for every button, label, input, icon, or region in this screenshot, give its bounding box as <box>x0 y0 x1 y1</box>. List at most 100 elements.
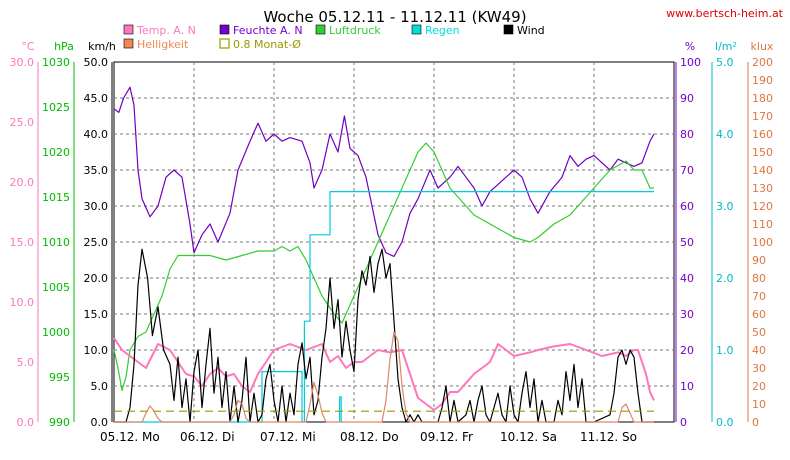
tick-label-lux: 20 <box>752 380 766 393</box>
legend-swatch <box>411 24 422 35</box>
x-tick-label: 09.12. Fr <box>420 430 473 444</box>
plot-area <box>113 61 675 423</box>
tick-label-lux: 120 <box>752 200 773 213</box>
x-tick-label: 07.12. Mi <box>260 430 316 444</box>
plot-frame <box>113 61 675 423</box>
tick-label-temp: 25.0 <box>10 116 35 129</box>
tick-label-pres: 995 <box>49 371 70 384</box>
tick-label-lux: 110 <box>752 218 773 231</box>
tick-label-wind: 20.0 <box>84 272 109 285</box>
x-tick-label: 05.12. Mo <box>100 430 160 444</box>
legend-swatch <box>503 24 514 35</box>
tick-label-hum: 50 <box>680 236 694 249</box>
tick-label-rain: 0.0 <box>716 416 734 429</box>
tick-label-wind: 0.0 <box>91 416 109 429</box>
tick-label-lux: 140 <box>752 164 773 177</box>
tick-label-pres: 1030 <box>42 56 70 69</box>
tick-label-lux: 200 <box>752 56 773 69</box>
watermark: www.bertsch-heim.at <box>666 7 784 20</box>
x-tick-label: 10.12. Sa <box>500 430 557 444</box>
tick-label-hum: 70 <box>680 164 694 177</box>
grid <box>114 62 674 422</box>
tick-label-temp: 30.0 <box>10 56 35 69</box>
tick-label-lux: 30 <box>752 362 766 375</box>
series-regen-spike <box>339 396 342 422</box>
tick-label-lux: 130 <box>752 182 773 195</box>
legend-label: Regen <box>425 24 460 37</box>
tick-label-hum: 60 <box>680 200 694 213</box>
tick-label-wind: 10.0 <box>84 344 109 357</box>
legend-label: Luftdruck <box>329 24 381 37</box>
axis-unit-pres: hPa <box>54 40 74 53</box>
tick-label-temp: 20.0 <box>10 176 35 189</box>
axis-unit-wind: km/h <box>88 40 116 53</box>
tick-label-hum: 40 <box>680 272 694 285</box>
series-temp-a-n <box>113 337 655 411</box>
tick-label-lux: 70 <box>752 290 766 303</box>
tick-label-hum: 30 <box>680 308 694 321</box>
legend-swatch <box>219 24 230 35</box>
series-layer <box>113 86 655 423</box>
tick-label-temp: 5.0 <box>17 356 35 369</box>
x-tick-label: 08.12. Do <box>340 430 399 444</box>
tick-label-hum: 80 <box>680 128 694 141</box>
tick-label-lux: 50 <box>752 326 766 339</box>
legend-label: 0.8 Monat-Ø <box>233 38 301 51</box>
series-regen <box>114 191 654 423</box>
tick-label-pres: 1020 <box>42 146 70 159</box>
legend-label: Feuchte A. N <box>233 24 303 37</box>
tick-label-temp: 0.0 <box>17 416 35 429</box>
tick-label-hum: 100 <box>680 56 701 69</box>
tick-label-wind: 35.0 <box>84 164 109 177</box>
tick-label-lux: 90 <box>752 254 766 267</box>
tick-label-wind: 40.0 <box>84 128 109 141</box>
chart-title: Woche 05.12.11 - 11.12.11 (KW49) <box>263 8 526 26</box>
tick-label-wind: 45.0 <box>84 92 109 105</box>
x-tick-label: 11.12. So <box>580 430 637 444</box>
tick-label-temp: 10.0 <box>10 296 35 309</box>
tick-label-pres: 1025 <box>42 101 70 114</box>
legend-label: Temp. A. N <box>136 24 196 37</box>
tick-label-lux: 40 <box>752 344 766 357</box>
tick-label-hum: 0 <box>680 416 687 429</box>
legend-swatch <box>123 38 134 49</box>
tick-label-lux: 80 <box>752 272 766 285</box>
tick-label-lux: 180 <box>752 92 773 105</box>
tick-label-lux: 150 <box>752 146 773 159</box>
legend-swatch <box>123 24 134 35</box>
legend-label: Helligkeit <box>137 38 189 51</box>
tick-label-wind: 50.0 <box>84 56 109 69</box>
tick-label-wind: 25.0 <box>84 236 109 249</box>
tick-label-lux: 100 <box>752 236 773 249</box>
tick-label-lux: 160 <box>752 128 773 141</box>
legend-swatch <box>219 38 230 49</box>
tick-label-wind: 5.0 <box>91 380 109 393</box>
tick-label-pres: 990 <box>49 416 70 429</box>
tick-label-rain: 2.0 <box>716 272 734 285</box>
axis-unit-lux: klux <box>751 40 774 53</box>
x-tick-label: 06.12. Di <box>180 430 235 444</box>
tick-label-pres: 1005 <box>42 281 70 294</box>
tick-label-hum: 20 <box>680 344 694 357</box>
axis-unit-rain: l/m² <box>715 40 737 53</box>
tick-label-rain: 5.0 <box>716 56 734 69</box>
series-feuchte-a-n <box>113 86 655 257</box>
left-axes: °C 0.0 5.0 10.0 15.0 20.0 25.0 30.0 hPa 990 995 100… <box>10 40 116 429</box>
right-axes: %0102030405060708090100l/m²0.01.02.03.04… <box>675 40 774 429</box>
tick-label-lux: 0 <box>752 416 759 429</box>
legend-label: Wind <box>517 24 545 37</box>
tick-label-lux: 190 <box>752 74 773 87</box>
axis-unit-temp: °C <box>21 40 35 53</box>
legend: Temp. A. N Feuchte A. N Luftdruck Regen Wind… <box>123 24 545 51</box>
tick-label-lux: 10 <box>752 398 766 411</box>
tick-label-hum: 90 <box>680 92 694 105</box>
series-helligkeit <box>114 331 654 423</box>
legend-swatch <box>315 24 326 35</box>
tick-label-rain: 4.0 <box>716 128 734 141</box>
tick-label-pres: 1015 <box>42 191 70 204</box>
tick-label-pres: 1000 <box>42 326 70 339</box>
tick-label-hum: 10 <box>680 380 694 393</box>
tick-label-lux: 60 <box>752 308 766 321</box>
tick-label-rain: 1.0 <box>716 344 734 357</box>
